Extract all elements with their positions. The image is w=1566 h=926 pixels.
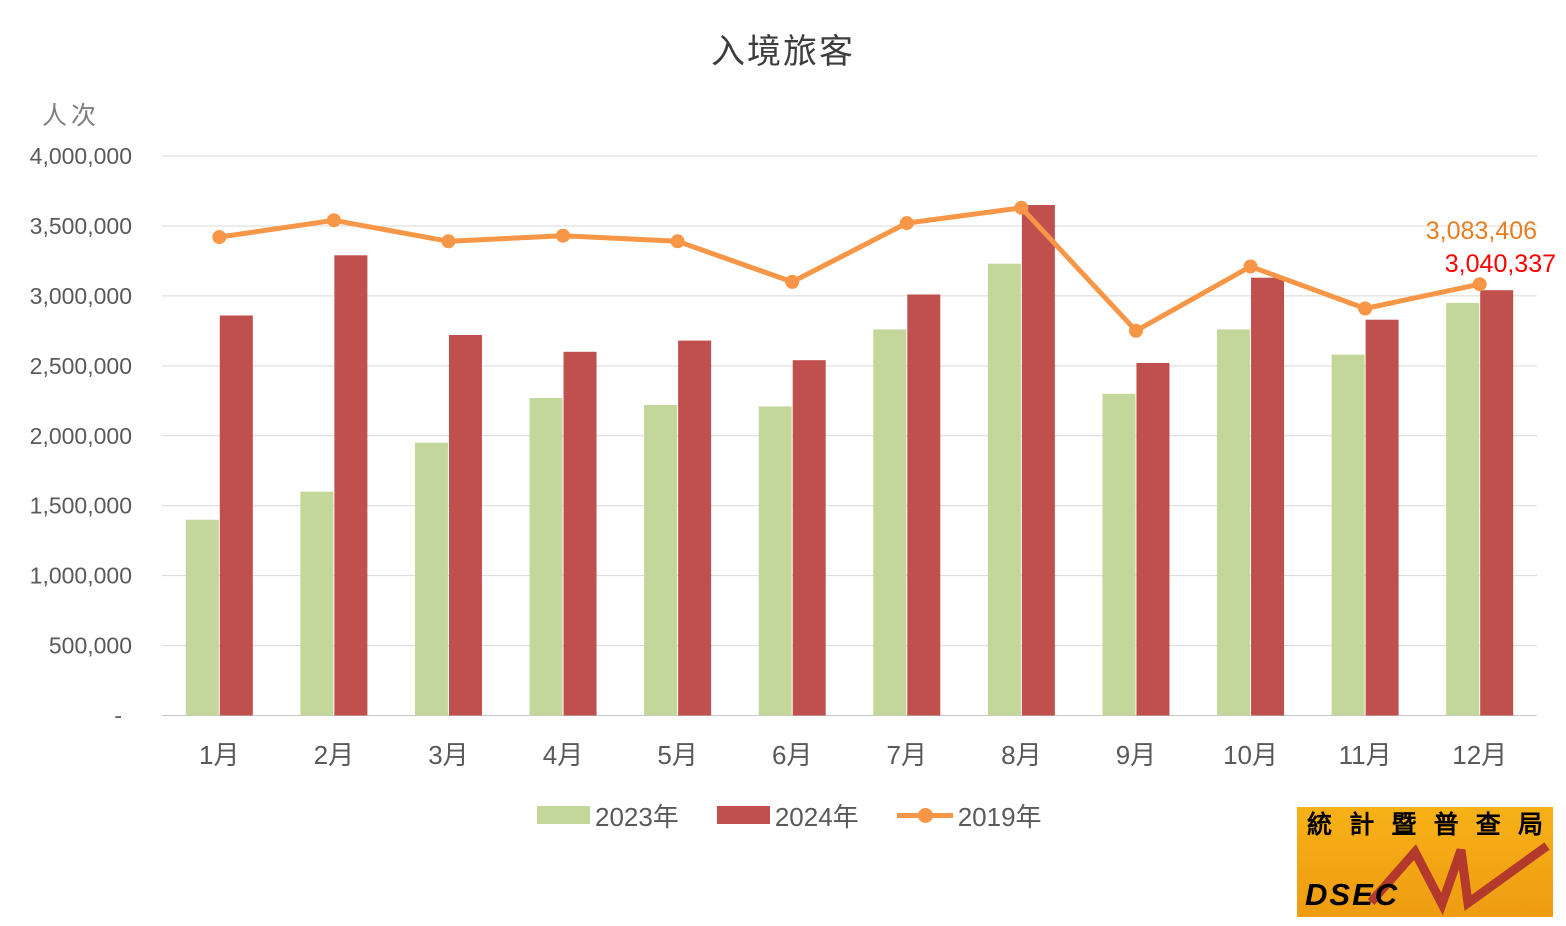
bar-2023年	[873, 329, 907, 716]
x-tick-label: 7月	[887, 740, 927, 770]
bar-2023年	[1331, 354, 1365, 716]
line-marker	[556, 228, 570, 243]
line-marker	[1472, 277, 1487, 292]
x-tick-label: 12月	[1452, 740, 1507, 770]
bar-2024年	[907, 294, 941, 716]
line-marker	[1358, 301, 1373, 316]
bar-2024年	[1480, 290, 1514, 716]
legend-label-2023: 2023年	[595, 801, 679, 832]
logo-org-char: 普	[1433, 812, 1459, 839]
x-tick-label: 1月	[199, 740, 239, 770]
x-tick-label: 3月	[428, 740, 468, 770]
y-tick-label: 3,500,000	[30, 213, 132, 239]
y-tick-label: -	[114, 703, 122, 729]
x-tick-label: 10月	[1223, 740, 1278, 770]
chart-title: 入境旅客	[711, 33, 855, 71]
x-tick-label: 9月	[1116, 740, 1156, 770]
y-tick-label: 1,500,000	[30, 493, 132, 519]
bar-2023年	[987, 263, 1021, 716]
bar-2024年	[1136, 363, 1170, 716]
logo-zigzag-icon	[1367, 842, 1550, 916]
x-tick-label: 6月	[772, 740, 812, 770]
bar-2023年	[644, 405, 678, 716]
data-label-2024-dec: 3,040,337	[1444, 250, 1556, 278]
line-marker	[441, 234, 456, 249]
bar-2024年	[678, 340, 712, 716]
bar-2023年	[1446, 302, 1480, 716]
bar-2023年	[414, 442, 448, 716]
bar-2023年	[185, 519, 219, 716]
legend-label-2019: 2019年	[957, 801, 1042, 832]
x-tick-label: 11月	[1339, 740, 1392, 770]
line-2019年	[216, 205, 1483, 334]
x-tick-label: 8月	[1001, 740, 1041, 770]
bar-2024年	[1365, 319, 1399, 716]
bar-2023年	[1102, 393, 1136, 716]
legend-item-2019: 2019年	[896, 797, 1042, 834]
y-tick-label: 4,000,000	[30, 143, 132, 169]
y-tick-label: 2,000,000	[30, 423, 132, 449]
dsec-logo: 統 計 暨 普 查 局 DSEC	[1297, 807, 1553, 917]
line-marker	[1014, 200, 1029, 215]
logo-acronym: DSEC	[1305, 877, 1400, 912]
bar-2024年	[448, 335, 482, 716]
y-axis-unit-label: 人次	[42, 102, 101, 130]
logo-org-char: 暨	[1391, 812, 1417, 839]
line-marker	[326, 213, 341, 228]
bar-2024年	[563, 351, 597, 716]
bar-2024年	[792, 360, 826, 716]
bar-2023年	[758, 406, 792, 716]
bar-2023年	[1217, 329, 1251, 716]
legend: 2023年 2024年 2019年	[537, 800, 1042, 832]
y-tick-label: 500,000	[49, 633, 132, 659]
line-marker	[1243, 259, 1258, 274]
legend-item-2023: 2023年	[537, 797, 679, 834]
bar-2023年	[529, 398, 563, 716]
x-tick-label: 2月	[314, 740, 354, 770]
logo-org-char: 查	[1475, 812, 1501, 839]
bar-2024年	[219, 315, 253, 716]
bar-2024年	[334, 255, 368, 716]
line-marker	[670, 234, 685, 249]
line-marker	[785, 274, 800, 289]
line-marker	[1129, 323, 1143, 338]
legend-line-marker-icon	[896, 806, 953, 824]
line-marker	[212, 230, 227, 245]
bar-2024年	[1021, 205, 1055, 716]
legend-item-2024: 2024年	[716, 797, 859, 834]
logo-org-char: 局	[1517, 812, 1543, 839]
y-tick-label: 1,000,000	[30, 563, 132, 589]
logo-org-name: 統 計 暨 普 查 局	[1307, 811, 1543, 841]
y-tick-label: 2,500,000	[30, 353, 132, 379]
x-tick-label: 4月	[543, 740, 583, 770]
bar-2024年	[1251, 277, 1285, 716]
logo-org-char: 計	[1349, 812, 1375, 839]
y-tick-label: 3,000,000	[30, 283, 132, 309]
line-marker	[899, 216, 914, 231]
bar-2023年	[300, 491, 334, 716]
legend-swatch-2024	[716, 806, 770, 824]
data-label-2019-dec: 3,083,406	[1425, 217, 1537, 245]
legend-swatch-2023	[537, 806, 590, 824]
logo-org-char: 統	[1307, 812, 1333, 839]
legend-label-2024: 2024年	[774, 801, 859, 832]
x-tick-label: 5月	[657, 740, 697, 770]
